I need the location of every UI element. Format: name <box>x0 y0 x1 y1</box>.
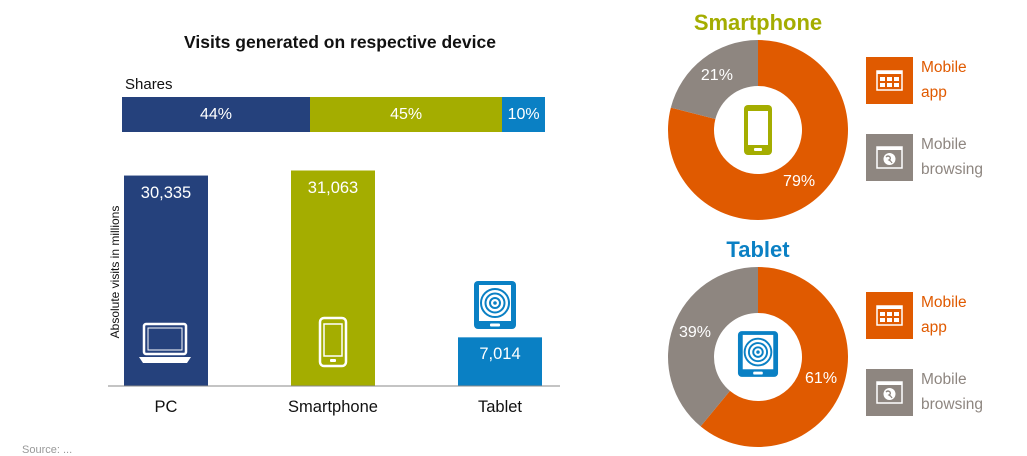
donut-slice-tablet-mobile-app <box>700 267 848 447</box>
legend-swatch-smartphone-mobile-app <box>866 57 913 104</box>
donut-label-tablet-mobile-browsing: 39% <box>678 324 711 342</box>
chart-title: Visits generated on respective device <box>184 32 496 52</box>
share-segment-tablet: 10% <box>502 97 545 132</box>
bar-smartphone <box>291 170 375 386</box>
donut-label-smartphone-mobile-app: 79% <box>783 172 816 190</box>
donut-label-tablet-mobile-app: 61% <box>805 369 838 387</box>
donut-title-tablet: Tablet <box>726 237 790 262</box>
legend-label-line: browsing <box>921 161 984 178</box>
browser-globe-icon <box>876 146 903 169</box>
legend-label-line: app <box>921 84 947 101</box>
laptop-icon <box>139 322 191 363</box>
donut-slice-smartphone-mobile-browsing <box>670 40 758 120</box>
donut-slice-smartphone-mobile-app <box>668 40 848 220</box>
tablet-center-icon <box>737 331 779 377</box>
share-segment-smartphone: 45% <box>310 97 503 132</box>
legend-swatch-tablet-mobile-browsing <box>866 369 913 416</box>
value-label-smartphone: 31,063 <box>307 178 359 197</box>
donut-slice-tablet-mobile-browsing <box>667 267 758 427</box>
value-label-tablet: 7,014 <box>479 345 521 364</box>
legend-swatch-tablet-mobile-app <box>866 292 913 339</box>
category-label-tablet: Tablet <box>477 398 523 416</box>
category-label-pc: PC <box>154 398 178 416</box>
smartphone-center-icon <box>744 105 772 155</box>
legend-label-line: Mobile <box>921 294 967 311</box>
donut-title-smartphone: Smartphone <box>693 10 823 35</box>
smartphone-icon <box>318 316 348 368</box>
footnote: Source: ... <box>22 444 73 456</box>
legend-label-line: browsing <box>921 396 984 413</box>
category-label-smartphone: Smartphone <box>288 398 378 416</box>
legend-label-tablet-mobile-app: Mobile app <box>921 290 967 340</box>
bar-pc <box>124 175 208 386</box>
legend-label-smartphone-mobile-app: Mobile app <box>921 55 967 105</box>
legend-label-tablet-mobile-browsing: Mobile browsing <box>921 367 983 417</box>
share-segment-pc: 44% <box>122 97 310 132</box>
bar-tablet <box>458 337 542 386</box>
browser-globe-icon <box>876 381 903 404</box>
donut-label-smartphone-mobile-browsing: 21% <box>700 67 733 85</box>
value-label-pc: 30,335 <box>140 183 192 202</box>
legend-label-line: app <box>921 319 947 336</box>
shares-bar: 44% 45% 10% <box>122 97 545 132</box>
legend-label-line: Mobile <box>921 59 967 76</box>
app-grid-icon <box>876 70 903 91</box>
app-grid-icon <box>876 305 903 326</box>
legend-label-line: Mobile <box>921 136 967 153</box>
legend-swatch-smartphone-mobile-browsing <box>866 134 913 181</box>
shares-label: Shares <box>125 76 173 93</box>
tablet-icon <box>474 281 516 329</box>
legend-label-smartphone-mobile-browsing: Mobile browsing <box>921 132 983 182</box>
legend-label-line: Mobile <box>921 371 967 388</box>
